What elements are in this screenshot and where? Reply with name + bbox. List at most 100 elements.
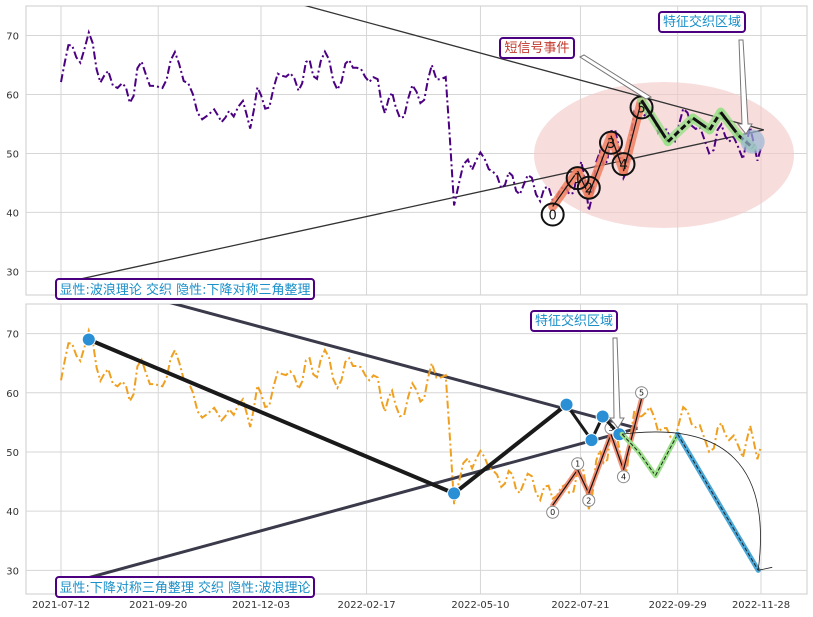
top-y-tick-label: 70 [6, 31, 19, 42]
bottom-feature-zone-box [530, 310, 618, 332]
top-wave-marker [540, 202, 565, 227]
short-signal-box [499, 37, 575, 59]
bottom-x-tick-label: 2022-05-10 [451, 600, 509, 611]
top-price-series [60, 29, 762, 211]
top-feature-zone-annotation: 特征交织区域 [658, 11, 753, 135]
bottom-wave-marker [617, 470, 630, 484]
bottom-projection-line [638, 451, 656, 476]
top-wave-number: 1 [574, 172, 582, 187]
bottom-triangle-lines [71, 304, 638, 584]
top-pattern-box [55, 278, 315, 300]
bottom-feature-zone-annotation: 特征交织区域 [530, 310, 625, 429]
top-lower-trendline [60, 129, 764, 284]
bottom-x-tick-label: 2022-02-17 [337, 600, 395, 611]
top-wave-number: 3 [607, 137, 615, 152]
top-y-tick-label: 30 [6, 267, 19, 278]
bottom-projection [619, 431, 773, 573]
bottom-wave-number: 0 [550, 508, 555, 517]
bottom-triangle-leg [452, 403, 568, 495]
top-plot-content: 0 12 34 5 [60, 6, 794, 284]
bottom-x-tick-label: 2021-07-12 [32, 600, 90, 611]
bottom-x-tick-label: 2021-09-20 [129, 600, 187, 611]
top-y-tick-label: 40 [6, 208, 19, 219]
bottom-x-tick-label: 2022-11-28 [732, 600, 790, 611]
bottom-wave-number: 3 [608, 424, 613, 433]
bottom-triangle-leg [88, 337, 455, 496]
top-tail-segment [666, 116, 694, 143]
bottom-plot-content: 0 1 2 3 4 5 [60, 304, 773, 584]
top-tail-segment [719, 111, 740, 137]
bottom-lower-trendline [71, 426, 638, 584]
top-y-tick-labels: 30 40 50 60 70 [6, 31, 19, 278]
bottom-wave-marker [546, 505, 560, 519]
bottom-wave-number: 5 [639, 389, 644, 398]
bottom-y-tick-labels: 30 40 50 60 70 [6, 330, 19, 578]
bottom-wave-segment [588, 433, 612, 494]
top-tail-segment [640, 99, 670, 143]
bottom-y-tick-label: 50 [6, 448, 19, 459]
bottom-pattern-annotation: 显性:下降对称三角整理 交织 隐性:波浪理论 [55, 576, 315, 598]
bottom-projection-line [655, 433, 679, 476]
bottom-projection-line [677, 433, 759, 571]
bottom-feature-zone-label: 特征交织区域 [535, 313, 613, 329]
bottom-triangle-vertex [81, 332, 96, 347]
top-wave-marker [599, 130, 623, 155]
bottom-feature-zone-arrow [608, 337, 625, 429]
bottom-x-tick-label: 2022-07-21 [551, 600, 609, 611]
bottom-triangle-vertex [584, 433, 599, 448]
bottom-wave-segment [622, 398, 643, 470]
bottom-triangle-vertex [595, 409, 610, 424]
bottom-wave-segment [577, 469, 590, 494]
bottom-y-tick-label: 70 [6, 330, 19, 341]
top-wave-number: 4 [619, 158, 627, 173]
bottom-y-tick-label: 40 [6, 507, 19, 518]
top-pattern-label: 显性:波浪理论 交织 隐性:下降对称三角整理 [59, 282, 310, 298]
bottom-x-tick-label: 2022-09-29 [649, 600, 707, 611]
bottom-plot-area [25, 303, 808, 595]
top-feature-zone-arrow [736, 39, 753, 135]
bottom-wave-number: 4 [621, 473, 626, 482]
bottom-x-tick-labels: 2021-07-12 2021-09-20 2021-12-03 2022-02-17… [32, 600, 790, 611]
bottom-wave-marker [582, 493, 596, 507]
bottom-x-tick-label: 2021-12-03 [232, 600, 290, 611]
bottom-wave-segment [552, 469, 579, 506]
bottom-triangle-leg [565, 403, 593, 441]
bottom-upper-trendline [169, 304, 638, 430]
top-y-tick-label: 60 [6, 90, 19, 101]
top-zone-blob [740, 129, 765, 154]
top-pattern-annotation: 显性:波浪理论 交织 隐性:下降对称三角整理 [55, 278, 315, 300]
bottom-projection-arc [622, 431, 761, 571]
feature-zone-ellipse [534, 82, 794, 228]
bottom-wave-structure: 0 1 2 3 4 5 [546, 386, 649, 519]
bottom-wave-marker [571, 457, 585, 471]
top-wave-number: 5 [637, 101, 645, 116]
short-signal-arrow [578, 54, 653, 100]
bottom-price-series [60, 327, 762, 510]
short-signal-annotation: 短信号事件 [499, 37, 653, 100]
bottom-triangle-vertex [559, 397, 574, 412]
top-wave-markers: 0 12 34 5 [540, 95, 654, 227]
bottom-wave-number: 1 [575, 460, 580, 469]
top-tail-segment [708, 111, 722, 131]
top-wave-segment [552, 170, 579, 207]
bottom-grid [26, 304, 807, 594]
top-wave-number: 2 [585, 182, 593, 197]
top-feature-zone-box [658, 11, 746, 33]
bottom-triangle-vertex [447, 486, 462, 501]
bottom-pattern-label: 显性:下降对称三角整理 交织 隐性:波浪理论 [59, 580, 310, 596]
top-wave-segment [588, 135, 612, 195]
top-grid [26, 6, 807, 295]
top-wave-number: 0 [549, 209, 557, 224]
bottom-projection-tick [758, 566, 773, 571]
top-panel: 30 40 50 60 70 0 12 34 5 短信号事件 特征交织区域 显性:波浪理论 交… [6, 5, 808, 300]
bottom-y-tick-label: 30 [6, 566, 19, 577]
bottom-projection-line [621, 433, 640, 453]
top-wave-structure [548, 95, 765, 212]
top-wave-segment [622, 100, 643, 172]
top-feature-zone-label: 特征交织区域 [663, 14, 741, 30]
top-y-tick-label: 50 [6, 149, 19, 160]
top-wave-marker [576, 175, 601, 200]
bottom-wave-segment [610, 434, 625, 470]
